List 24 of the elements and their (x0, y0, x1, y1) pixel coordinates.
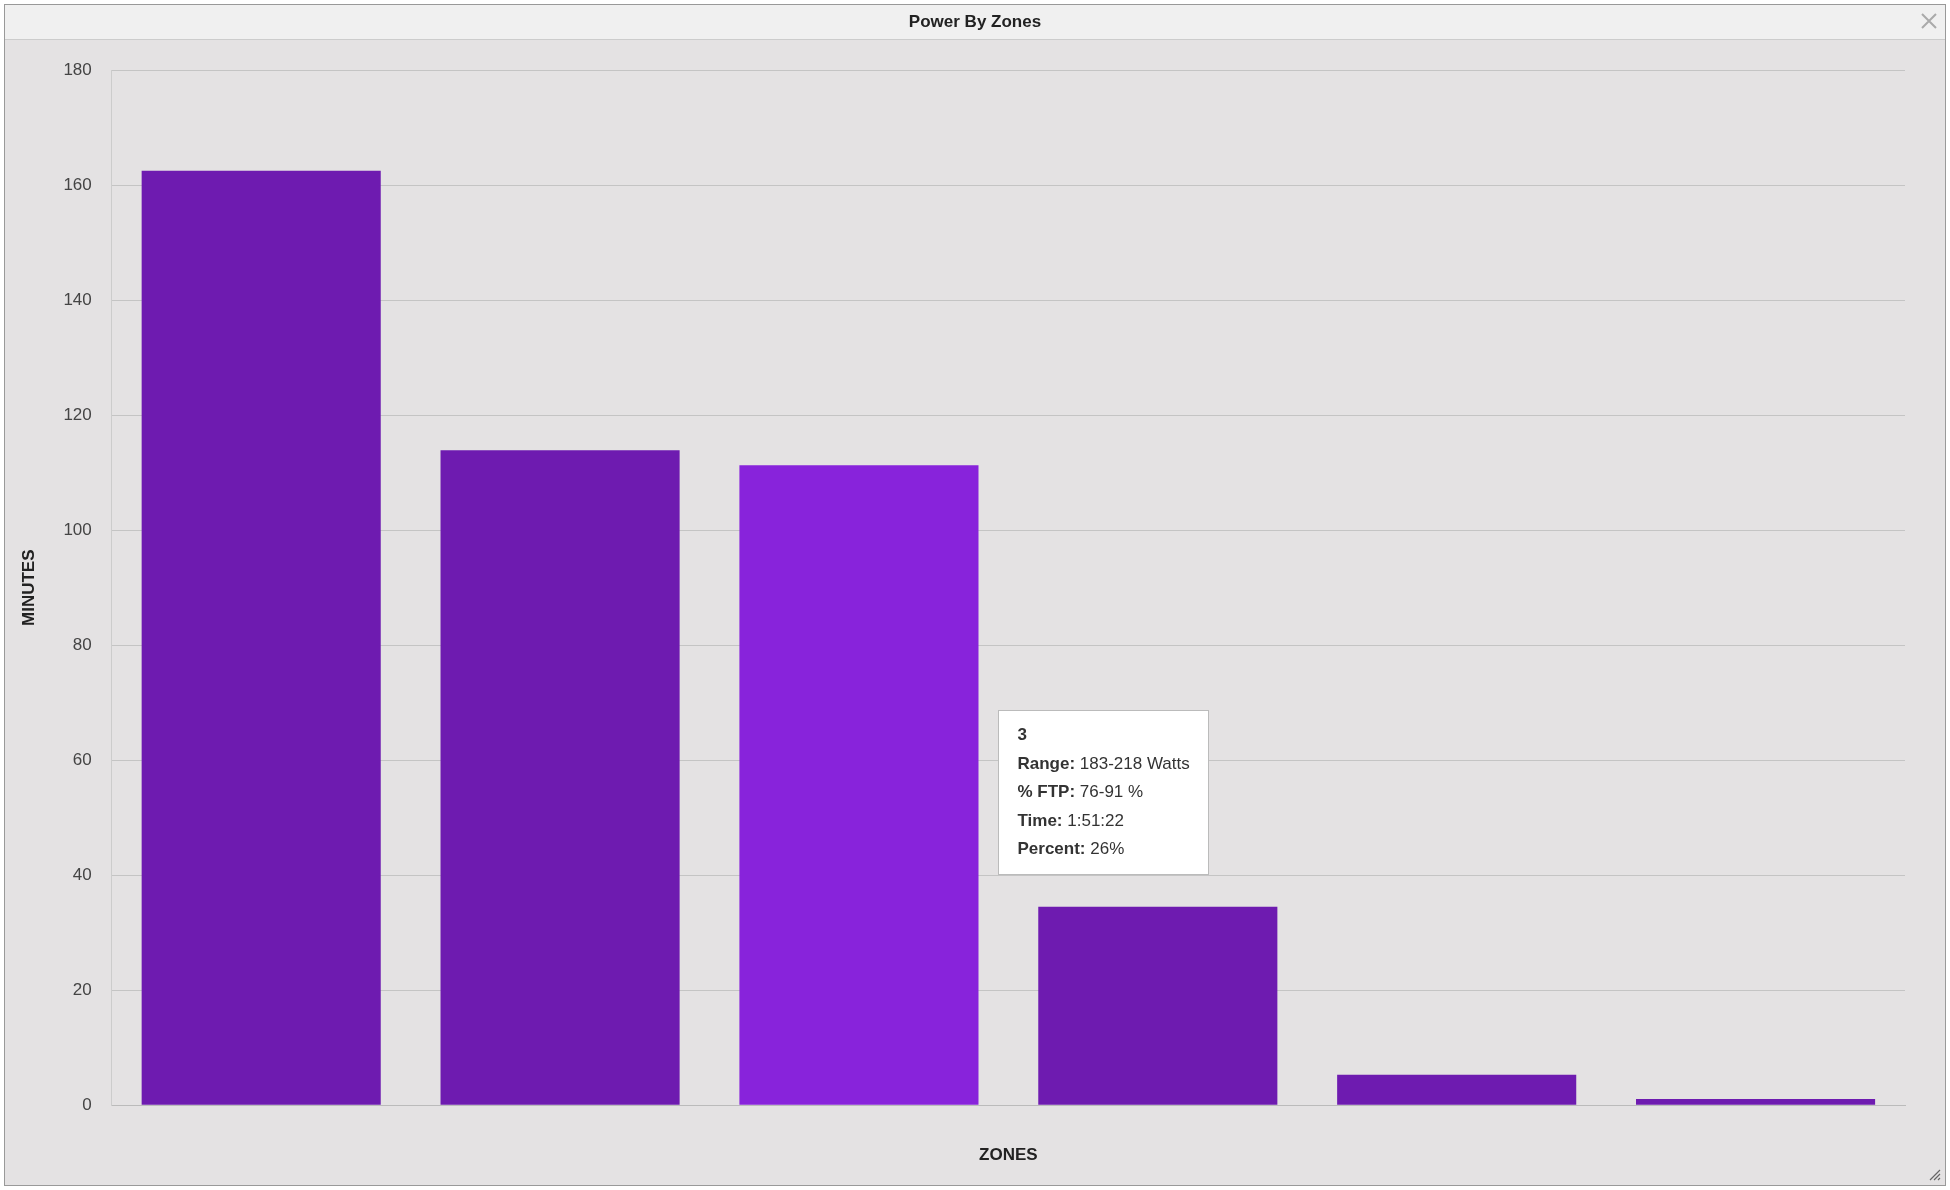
annotation: Percent: 26% (1017, 838, 1126, 861)
chart-title: Power By Zones (5, 5, 1945, 40)
y-tick-label: 160 (63, 174, 92, 194)
bar (1038, 906, 1278, 1105)
y-tick-label: 20 (72, 979, 92, 999)
bar (1337, 1074, 1577, 1105)
bar (141, 170, 381, 1105)
y-tick-label: 120 (63, 404, 92, 424)
y-tick-label: 0 (82, 1094, 92, 1114)
y-axis-title: MINUTES (18, 549, 38, 626)
bar (739, 465, 979, 1105)
bar (440, 450, 680, 1105)
y-tick-label: 140 (63, 289, 92, 309)
y-tick-label: 100 (63, 519, 92, 539)
annotation: % FTP: 76-91 % (1017, 781, 1145, 804)
bar (1636, 1098, 1876, 1105)
annotation: Range: 183-218 Watts (1017, 752, 1190, 775)
x-axis-title: ZONES (979, 1145, 1038, 1165)
y-tick-label: 60 (72, 749, 92, 769)
y-tick-label: 40 (72, 864, 92, 884)
annotation: 3 (1017, 725, 1027, 745)
annotation: Time: 1:51:22 (1017, 809, 1125, 832)
y-tick-label: 180 (63, 59, 92, 79)
y-tick-label: 80 (72, 634, 92, 654)
